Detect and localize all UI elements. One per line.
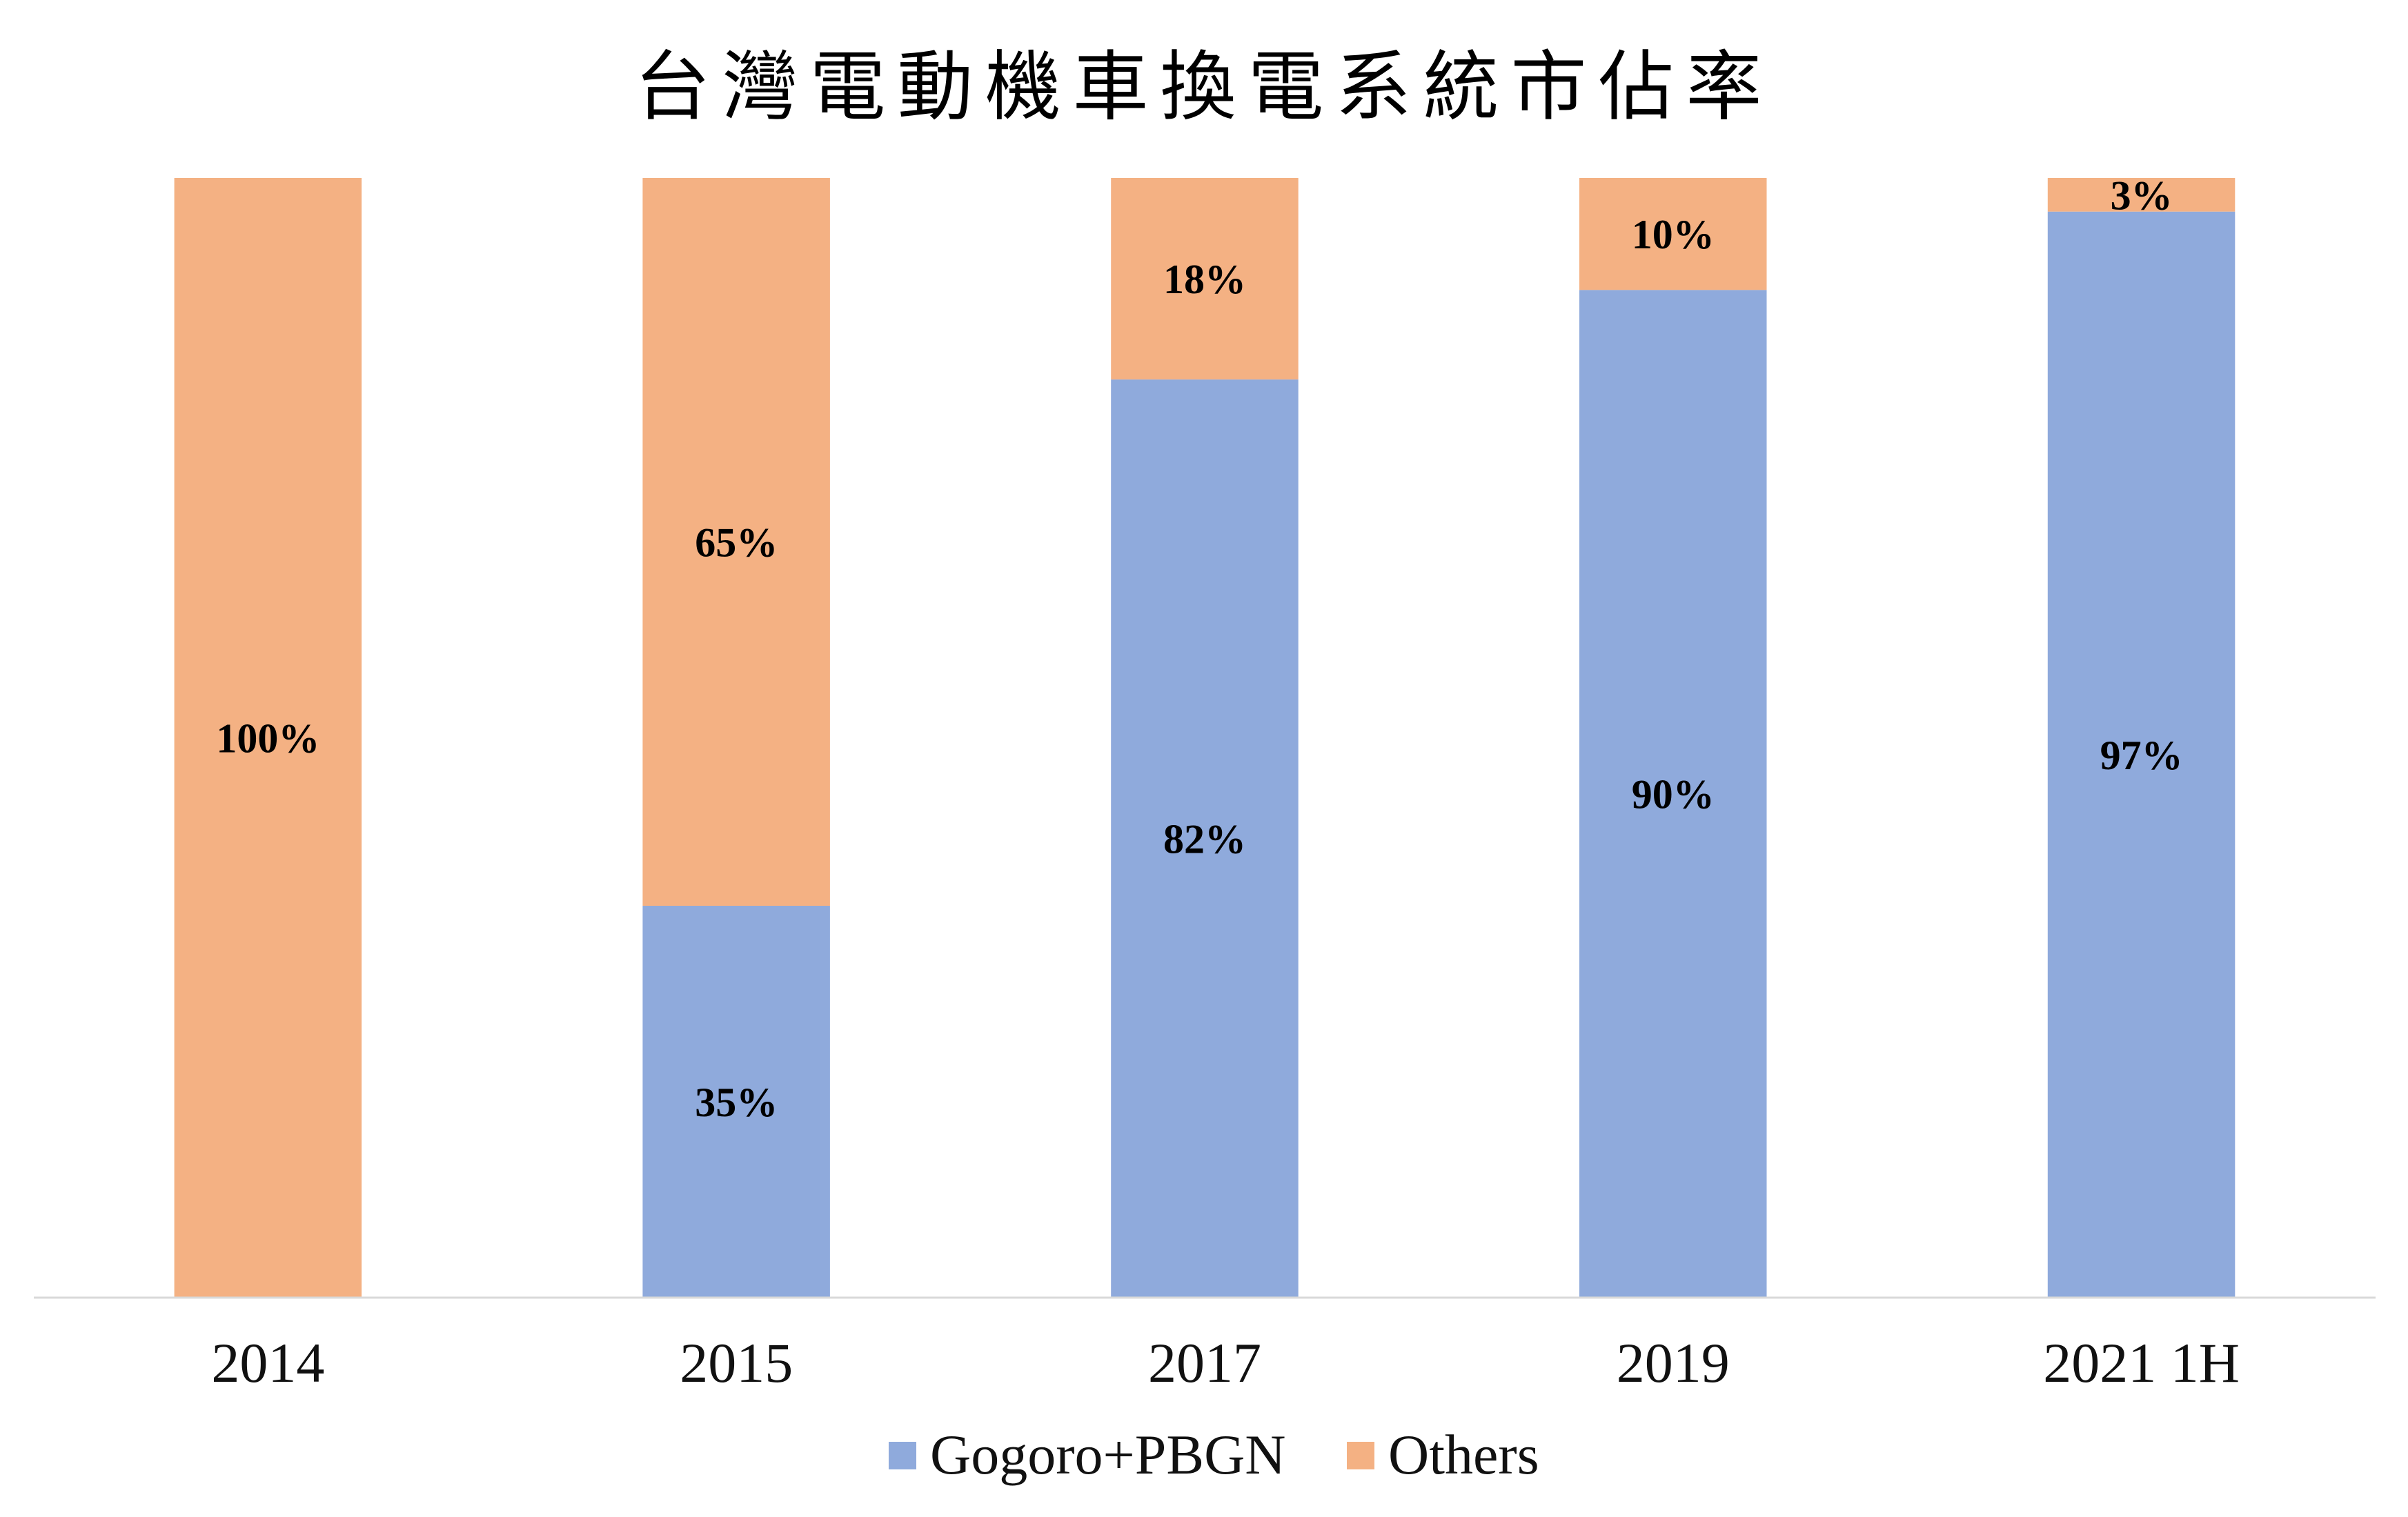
bar-others-2017: [1111, 178, 1299, 380]
x-tick-label-2017: 2017: [1148, 1331, 1261, 1394]
x-axis-tick-labels: 2014 2015 2017 2019 2021 1H: [211, 1331, 2240, 1394]
plot-area: 100% 35% 65% 82% 18% 90% 10% 97% 3%: [174, 172, 2236, 1298]
bar-gogoro-pbgn-2019: [1579, 290, 1767, 1298]
bar-gogoro-pbgn-2015: [642, 906, 830, 1298]
x-tick-label-2015: 2015: [680, 1331, 793, 1394]
legend-swatch-others: [1347, 1442, 1374, 1469]
data-label-gogoro-pbgn-2019: 90%: [1632, 772, 1715, 817]
data-label-others-2015: 65%: [695, 520, 778, 566]
data-label-gogoro-pbgn-2015: 35%: [695, 1080, 778, 1125]
data-label-others-2019: 10%: [1632, 212, 1715, 257]
bar-others-2015: [642, 178, 830, 906]
x-tick-label-2021-1h: 2021 1H: [2043, 1331, 2240, 1394]
x-tick-label-2014: 2014: [211, 1331, 324, 1394]
data-label-others-2021-1h: 3%: [2111, 172, 2173, 218]
chart-title: 台灣電動機車換電系統市佔率: [635, 46, 1774, 130]
data-label-others-2017: 18%: [1163, 257, 1246, 302]
legend: Gogoro+PBGN Others: [889, 1423, 1539, 1486]
legend-swatch-gogoro-pbgn: [889, 1442, 916, 1469]
legend-label-gogoro-pbgn: Gogoro+PBGN: [930, 1423, 1286, 1486]
bar-others-2021-1h: [2047, 178, 2236, 212]
legend-label-others: Others: [1388, 1423, 1539, 1486]
data-label-gogoro-pbgn-2017: 82%: [1163, 817, 1246, 862]
bar-gogoro-pbgn-2021-1h: [2047, 211, 2236, 1298]
data-label-others-2014: 100%: [216, 716, 319, 762]
bar-gogoro-pbgn-2017: [1111, 379, 1299, 1298]
x-tick-label-2019: 2019: [1617, 1331, 1730, 1394]
bar-others-2019: [1579, 178, 1767, 290]
data-label-gogoro-pbgn-2021-1h: 97%: [2100, 733, 2183, 778]
bar-others-2014: [174, 178, 362, 1298]
